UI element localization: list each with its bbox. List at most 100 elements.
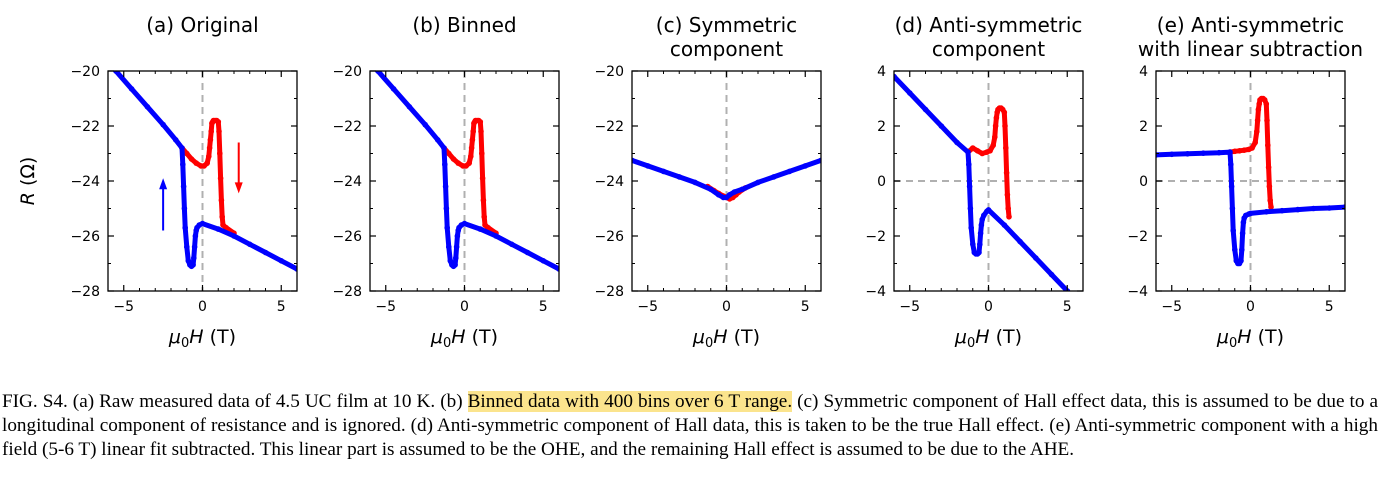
data-point xyxy=(367,57,373,63)
data-point xyxy=(144,104,151,110)
caption-highlight[interactable]: Binned data with 400 bins over 6 T range… xyxy=(467,391,793,412)
data-point xyxy=(1265,142,1271,149)
data-point xyxy=(755,179,761,186)
y-tick-label: 2 xyxy=(1139,119,1148,135)
data-point xyxy=(968,225,974,231)
series-line xyxy=(179,118,237,236)
data-point xyxy=(208,128,214,135)
series-red xyxy=(179,117,237,236)
data-point xyxy=(1249,145,1255,151)
data-point xyxy=(970,145,976,151)
y-tick-label: −28 xyxy=(70,284,100,300)
data-point xyxy=(217,175,224,181)
data-point xyxy=(207,137,214,143)
data-point xyxy=(461,220,468,227)
data-point xyxy=(993,115,1000,121)
data-point xyxy=(1002,123,1008,129)
x-tick-label: 5 xyxy=(1325,299,1334,315)
series-blue xyxy=(894,73,1086,311)
data-point xyxy=(443,205,450,212)
x-tick-label: 5 xyxy=(277,299,286,315)
data-point xyxy=(818,157,821,164)
data-point xyxy=(247,241,253,248)
x-tick-label: −5 xyxy=(899,299,920,315)
y-tick-label: −28 xyxy=(594,284,624,300)
x-tick-label: 0 xyxy=(984,299,993,315)
data-point xyxy=(223,224,229,231)
data-point xyxy=(1239,230,1246,237)
x-tick-label: 0 xyxy=(1246,299,1255,315)
data-point xyxy=(676,174,683,180)
data-point xyxy=(1005,205,1011,212)
data-point xyxy=(204,160,210,166)
y-tick-label: 4 xyxy=(877,64,886,80)
data-point xyxy=(1238,258,1244,264)
x-axis-label: μ0H (T) xyxy=(954,326,1022,351)
data-point xyxy=(981,212,987,219)
data-point xyxy=(967,205,974,212)
data-point xyxy=(965,149,971,155)
y-tick-label: −22 xyxy=(70,119,100,135)
data-point xyxy=(1279,207,1285,214)
data-point xyxy=(1263,101,1270,107)
data-point xyxy=(480,197,487,203)
data-point xyxy=(477,226,484,232)
data-point xyxy=(1229,205,1236,212)
data-point xyxy=(1033,255,1039,261)
data-point xyxy=(468,145,475,151)
series-blue xyxy=(1156,149,1345,267)
data-point xyxy=(894,73,897,80)
data-point xyxy=(199,220,206,227)
x-tick-label: −5 xyxy=(113,299,134,315)
data-point xyxy=(985,207,992,213)
data-point xyxy=(1263,209,1270,215)
panel-title: (d) Anti-symmetric xyxy=(895,13,1083,37)
x-axis-label: μ0H (T) xyxy=(692,326,760,351)
y-tick-label: −20 xyxy=(70,64,100,80)
data-point xyxy=(1265,164,1272,171)
data-point xyxy=(184,150,190,157)
panel-title: component xyxy=(670,37,783,61)
data-point xyxy=(181,205,188,212)
data-point xyxy=(979,150,985,157)
data-point xyxy=(105,57,111,63)
data-point xyxy=(556,266,559,272)
data-point xyxy=(193,160,199,166)
y-tick-label: −2 xyxy=(1127,229,1148,245)
x-axis-label: μ0H (T) xyxy=(168,326,236,351)
data-point xyxy=(802,163,809,169)
data-point xyxy=(1264,117,1270,124)
data-point xyxy=(217,150,223,157)
data-point xyxy=(922,106,929,113)
x-tick-label: 0 xyxy=(198,299,207,315)
y-tick-label: −24 xyxy=(70,174,100,190)
y-tick-label: −26 xyxy=(594,229,624,245)
sweep-arrow-down-head xyxy=(234,182,243,194)
data-point xyxy=(509,241,515,248)
data-point xyxy=(1080,305,1086,311)
data-point xyxy=(441,145,447,151)
y-tick-label: −24 xyxy=(594,174,624,190)
x-tick-label: 5 xyxy=(1063,299,1072,315)
data-point xyxy=(1048,271,1055,278)
panel-title: component xyxy=(932,37,1045,61)
data-point xyxy=(278,258,285,264)
data-point xyxy=(1184,151,1191,157)
data-point xyxy=(632,157,635,164)
data-point xyxy=(1241,147,1247,153)
data-point xyxy=(708,186,714,193)
data-point xyxy=(1200,150,1207,156)
x-axis-label: μ0H (T) xyxy=(1216,326,1284,351)
caption-suffix: (c) Symmetric component of Hall effect d… xyxy=(2,391,1378,460)
data-point xyxy=(1239,247,1245,253)
data-point xyxy=(978,222,985,228)
data-point xyxy=(454,233,461,239)
data-point xyxy=(479,150,485,157)
data-point xyxy=(1227,149,1233,155)
data-point xyxy=(1001,222,1008,228)
data-point xyxy=(231,233,237,239)
data-point xyxy=(215,119,222,125)
data-point xyxy=(992,134,998,140)
data-point xyxy=(966,183,973,190)
data-point xyxy=(180,183,187,190)
